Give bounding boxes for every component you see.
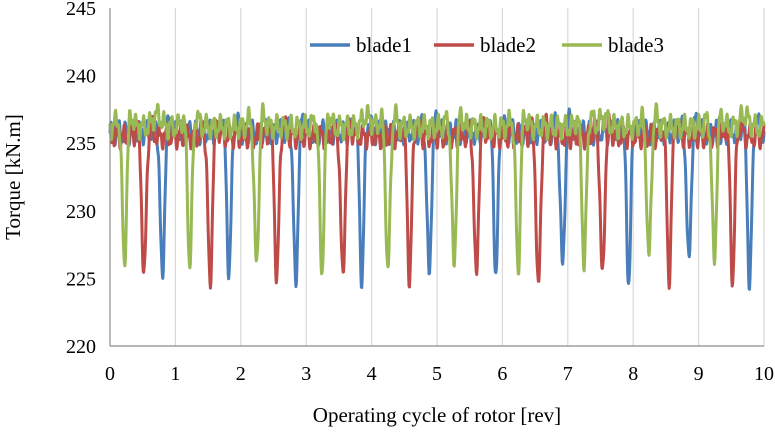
y-tick-label: 245: [66, 0, 96, 20]
axes: [109, 8, 764, 347]
legend-label-blade2: blade2: [480, 33, 536, 57]
x-tick-label: 10: [754, 363, 774, 385]
y-axis-title: Torque [kN.m]: [1, 114, 25, 240]
x-tick-label: 7: [563, 363, 573, 385]
x-axis-title: Operating cycle of rotor [rev]: [313, 403, 561, 427]
series-line-blade3: [108, 102, 766, 276]
legend-label-blade1: blade1: [356, 33, 412, 57]
y-tick-label: 225: [66, 268, 96, 290]
x-tick-label: 8: [628, 363, 638, 385]
x-tick-label: 2: [236, 363, 246, 385]
y-tick-label: 220: [66, 336, 96, 358]
x-tick-label: 4: [367, 363, 377, 385]
x-tick-label: 6: [497, 363, 507, 385]
x-tick-label: 3: [301, 363, 311, 385]
legend: blade1 blade2 blade3: [310, 33, 664, 57]
y-tick-label: 230: [66, 201, 96, 223]
x-tick-label: 9: [694, 363, 704, 385]
y-tick-label: 240: [66, 66, 96, 88]
y-tick-label: 235: [66, 133, 96, 155]
x-tick-label: 1: [170, 363, 180, 385]
grid-lines: [174, 8, 765, 346]
series-lines: [108, 102, 766, 291]
series-line-blade2: [108, 112, 766, 290]
legend-label-blade3: blade3: [608, 33, 664, 57]
tick-labels: 220 225 230 235 240 245 0 1 2 3 4 5 6 7 8 9 10: [66, 0, 774, 385]
x-tick-label: 0: [105, 363, 115, 385]
x-tick-label: 5: [432, 363, 442, 385]
